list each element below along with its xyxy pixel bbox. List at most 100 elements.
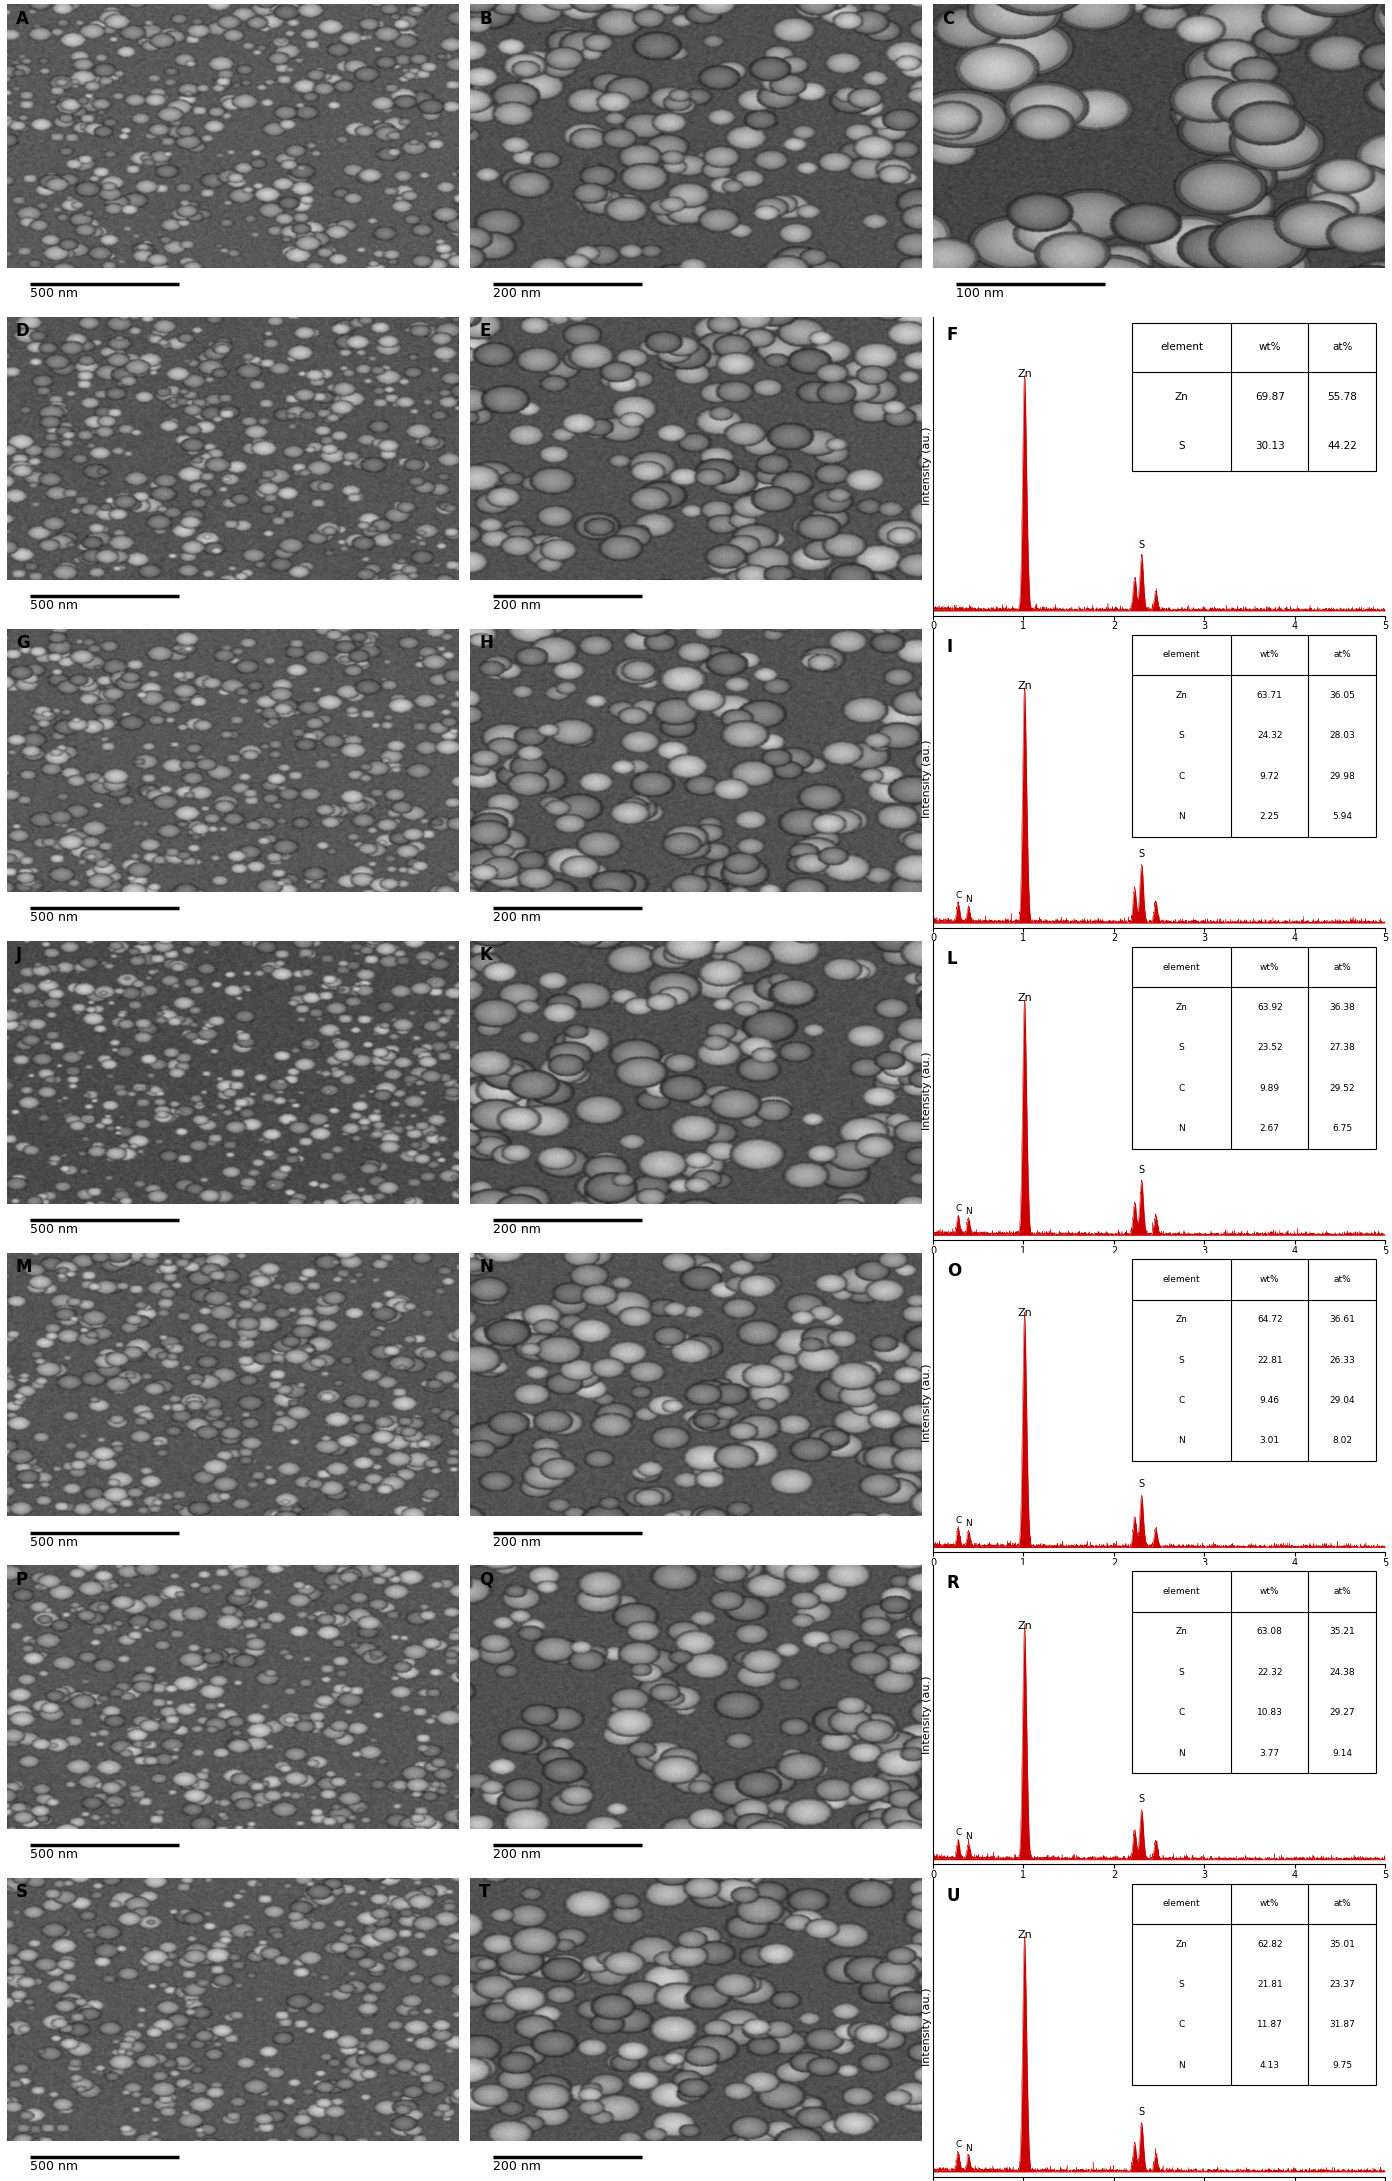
- Text: C: C: [1179, 2020, 1185, 2028]
- Text: Zn: Zn: [1018, 1620, 1031, 1631]
- Text: S: S: [1139, 2107, 1144, 2118]
- Text: at%: at%: [1334, 650, 1352, 659]
- Text: 9.89: 9.89: [1260, 1084, 1279, 1093]
- Text: E: E: [479, 323, 490, 340]
- Text: 35.21: 35.21: [1329, 1627, 1354, 1636]
- Text: 500 nm: 500 nm: [29, 1224, 78, 1237]
- Text: wt%: wt%: [1260, 1900, 1279, 1908]
- Text: 200 nm: 200 nm: [493, 912, 540, 925]
- Text: 200 nm: 200 nm: [493, 1847, 540, 1860]
- Text: C: C: [1179, 1084, 1185, 1093]
- Text: N: N: [965, 1520, 972, 1529]
- Text: C: C: [955, 2140, 962, 2148]
- Text: Zn: Zn: [1176, 1939, 1187, 1948]
- Text: N: N: [479, 1258, 493, 1276]
- Text: N: N: [965, 894, 972, 903]
- Text: Zn: Zn: [1018, 680, 1031, 691]
- Text: S: S: [1179, 441, 1185, 451]
- Text: at%: at%: [1334, 1276, 1352, 1285]
- Text: L: L: [947, 951, 958, 968]
- Text: 29.04: 29.04: [1329, 1396, 1354, 1405]
- Text: element: element: [1160, 342, 1203, 351]
- Text: 2.25: 2.25: [1260, 811, 1279, 820]
- Text: wt%: wt%: [1260, 650, 1279, 659]
- Text: 23.37: 23.37: [1329, 1980, 1354, 1989]
- Text: S: S: [1179, 731, 1185, 739]
- Text: 9.75: 9.75: [1332, 2061, 1352, 2070]
- Text: 3.77: 3.77: [1260, 1749, 1279, 1758]
- Text: 5.94: 5.94: [1332, 811, 1352, 820]
- Text: Zn: Zn: [1175, 393, 1189, 401]
- Text: Zn: Zn: [1018, 1930, 1031, 1941]
- Text: 24.32: 24.32: [1257, 731, 1282, 739]
- Text: N: N: [1178, 1123, 1185, 1134]
- Text: 63.92: 63.92: [1257, 1003, 1282, 1012]
- Text: N: N: [1178, 2061, 1185, 2070]
- Text: 500 nm: 500 nm: [29, 1847, 78, 1860]
- Text: 100 nm: 100 nm: [956, 288, 1004, 299]
- Text: 200 nm: 200 nm: [493, 1224, 540, 1237]
- Text: 63.08: 63.08: [1257, 1627, 1283, 1636]
- X-axis label: Energy (keV): Energy (keV): [1123, 635, 1196, 643]
- Text: Zn: Zn: [1176, 1003, 1187, 1012]
- Text: S: S: [1179, 1357, 1185, 1365]
- Bar: [1132, 1258, 1377, 1461]
- Text: 62.82: 62.82: [1257, 1939, 1282, 1948]
- Text: 69.87: 69.87: [1254, 393, 1285, 401]
- Y-axis label: Intensity (au.): Intensity (au.): [922, 1675, 931, 1754]
- Text: N: N: [1178, 811, 1185, 820]
- Text: C: C: [955, 1516, 962, 1525]
- Text: M: M: [15, 1258, 32, 1276]
- Text: 29.52: 29.52: [1329, 1084, 1354, 1093]
- Text: 35.01: 35.01: [1329, 1939, 1354, 1948]
- X-axis label: Energy (keV): Energy (keV): [1123, 1882, 1196, 1893]
- Bar: [1132, 323, 1377, 471]
- Text: S: S: [1179, 1668, 1185, 1677]
- Bar: [1132, 947, 1377, 1149]
- Text: K: K: [479, 947, 491, 964]
- Text: C: C: [1179, 772, 1185, 781]
- Y-axis label: Intensity (au.): Intensity (au.): [922, 1987, 931, 2065]
- Text: Zn: Zn: [1176, 691, 1187, 700]
- Text: S: S: [1139, 541, 1144, 550]
- Text: at%: at%: [1332, 342, 1352, 351]
- Bar: [1132, 635, 1377, 838]
- Text: 27.38: 27.38: [1329, 1043, 1354, 1053]
- Text: 31.87: 31.87: [1329, 2020, 1354, 2028]
- Bar: [1132, 1570, 1377, 1773]
- Bar: [1132, 1884, 1377, 2085]
- Text: N: N: [1178, 1437, 1185, 1446]
- Text: 23.52: 23.52: [1257, 1043, 1282, 1053]
- Y-axis label: Intensity (au.): Intensity (au.): [922, 1051, 931, 1130]
- Text: element: element: [1162, 1900, 1200, 1908]
- Text: 28.03: 28.03: [1329, 731, 1354, 739]
- X-axis label: Energy (keV): Energy (keV): [1123, 1570, 1196, 1581]
- Text: B: B: [479, 9, 491, 28]
- X-axis label: Energy (keV): Energy (keV): [1123, 1258, 1196, 1269]
- Text: D: D: [15, 323, 29, 340]
- Text: element: element: [1162, 650, 1200, 659]
- Text: 21.81: 21.81: [1257, 1980, 1282, 1989]
- Text: U: U: [947, 1887, 960, 1904]
- Text: C: C: [955, 1828, 962, 1836]
- Text: N: N: [965, 1206, 972, 1217]
- Text: 200 nm: 200 nm: [493, 288, 540, 299]
- Text: N: N: [965, 1832, 972, 1841]
- Text: 63.71: 63.71: [1257, 691, 1283, 700]
- Text: A: A: [15, 9, 29, 28]
- Text: C: C: [1179, 1708, 1185, 1716]
- Text: G: G: [15, 635, 29, 652]
- Text: 9.46: 9.46: [1260, 1396, 1279, 1405]
- X-axis label: Energy (keV): Energy (keV): [1123, 947, 1196, 955]
- Text: 36.05: 36.05: [1329, 691, 1354, 700]
- Text: Zn: Zn: [1018, 369, 1031, 379]
- Text: Zn: Zn: [1176, 1315, 1187, 1324]
- Text: S: S: [15, 1882, 28, 1902]
- Text: wt%: wt%: [1260, 1276, 1279, 1285]
- Text: 55.78: 55.78: [1327, 393, 1357, 401]
- Text: 44.22: 44.22: [1327, 441, 1357, 451]
- Text: 30.13: 30.13: [1256, 441, 1285, 451]
- Text: 8.02: 8.02: [1332, 1437, 1352, 1446]
- Text: 36.38: 36.38: [1329, 1003, 1354, 1012]
- Text: 22.32: 22.32: [1257, 1668, 1282, 1677]
